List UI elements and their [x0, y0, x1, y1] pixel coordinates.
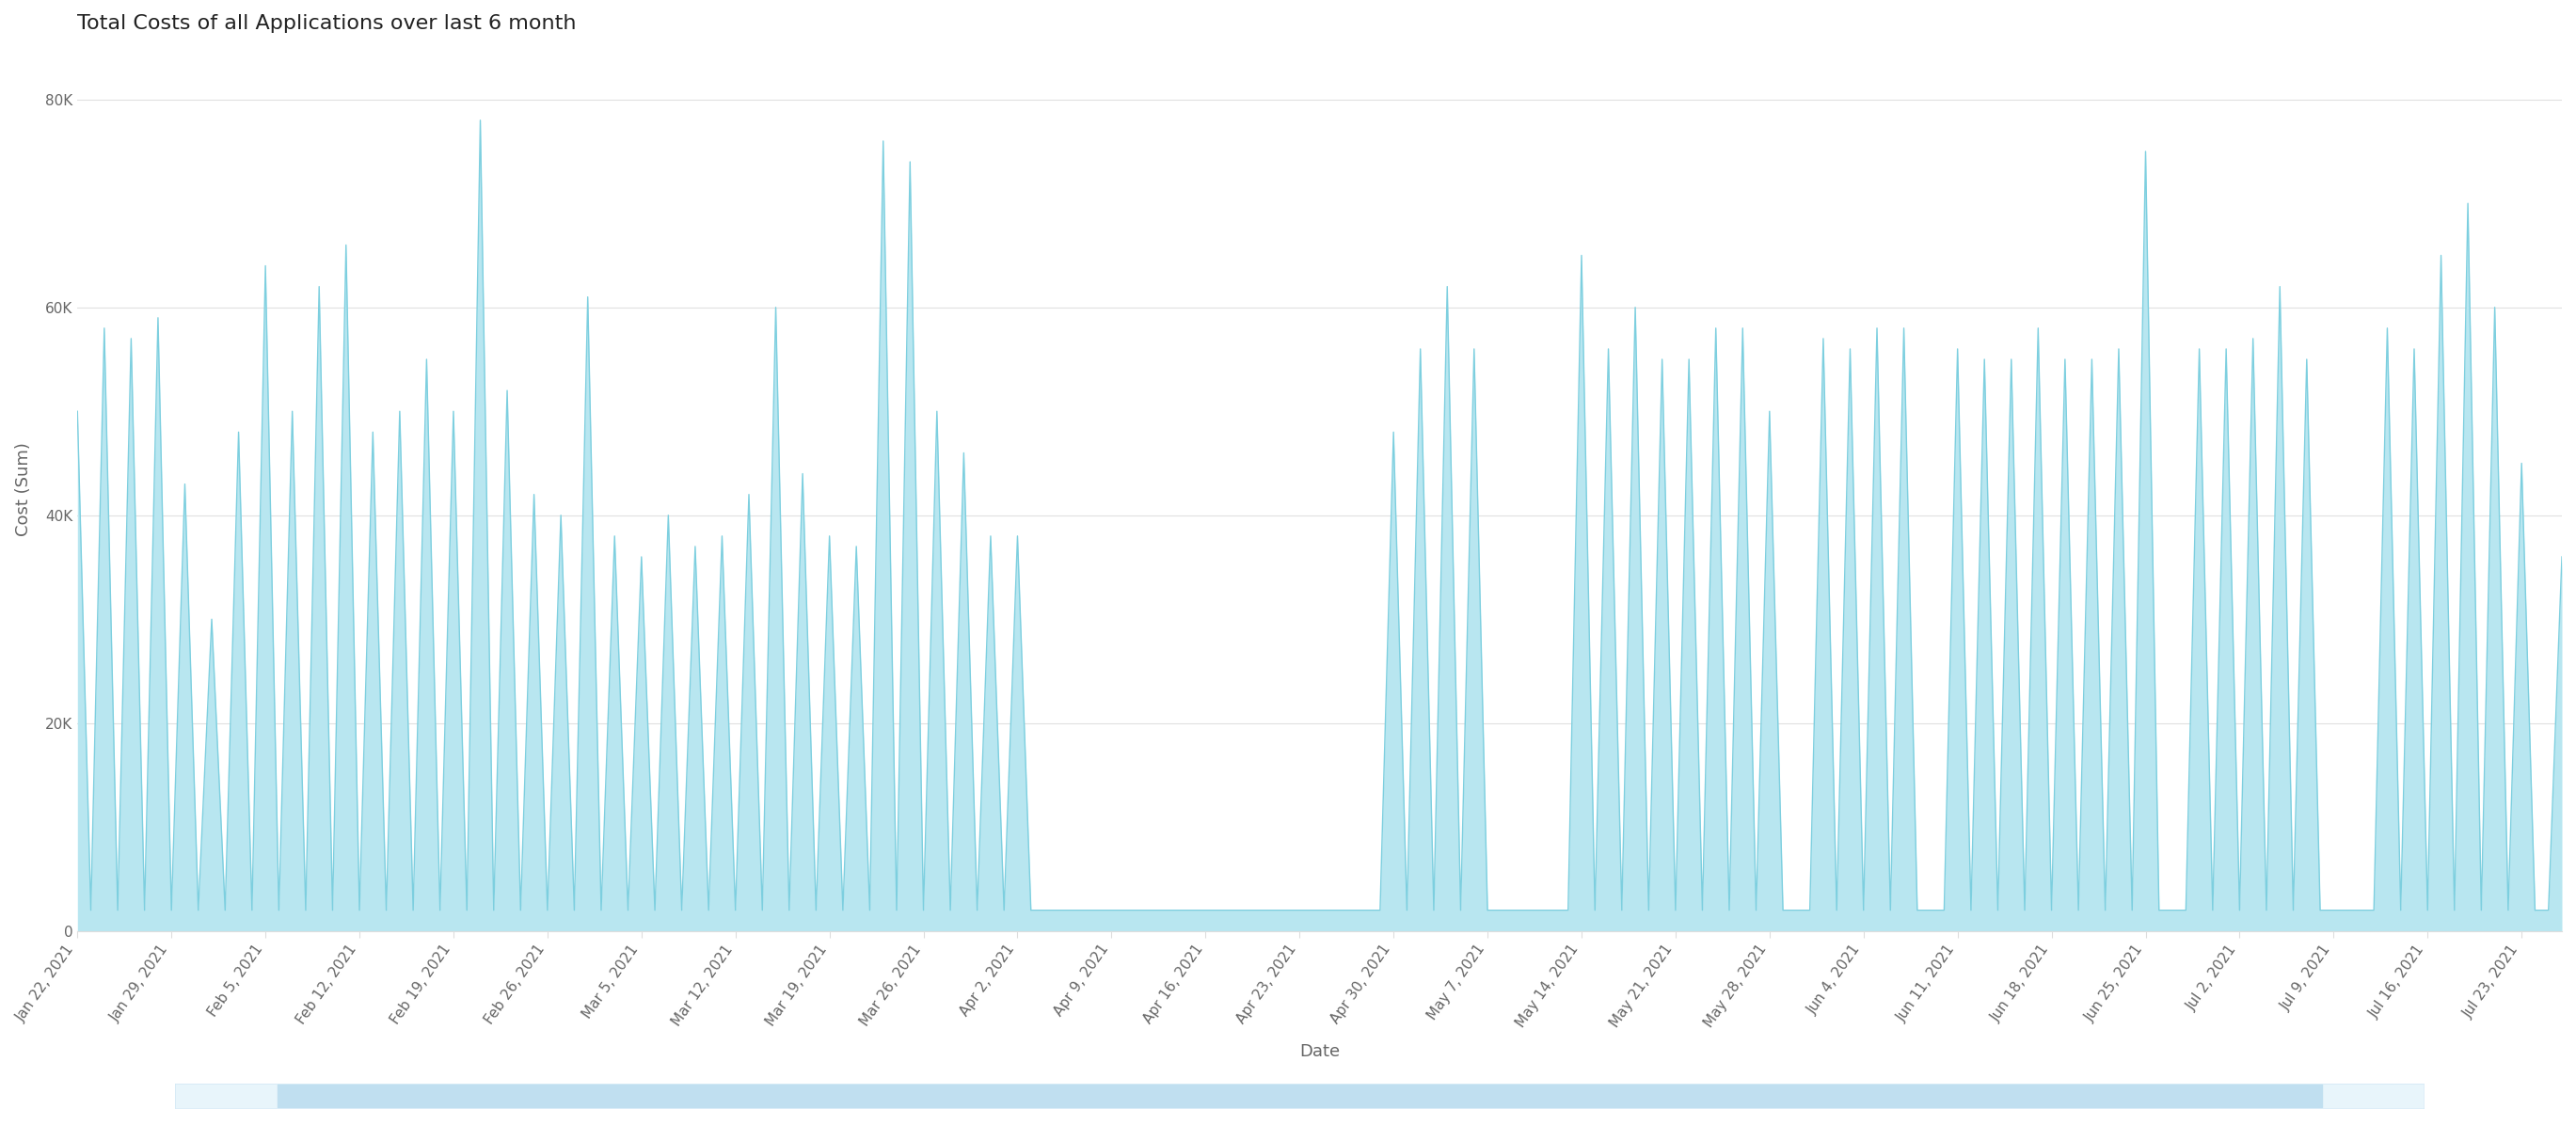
Y-axis label: Cost (Sum): Cost (Sum): [15, 442, 31, 537]
Text: Total Costs of all Applications over last 6 month: Total Costs of all Applications over las…: [77, 15, 577, 33]
X-axis label: Date: Date: [1298, 1043, 1340, 1060]
